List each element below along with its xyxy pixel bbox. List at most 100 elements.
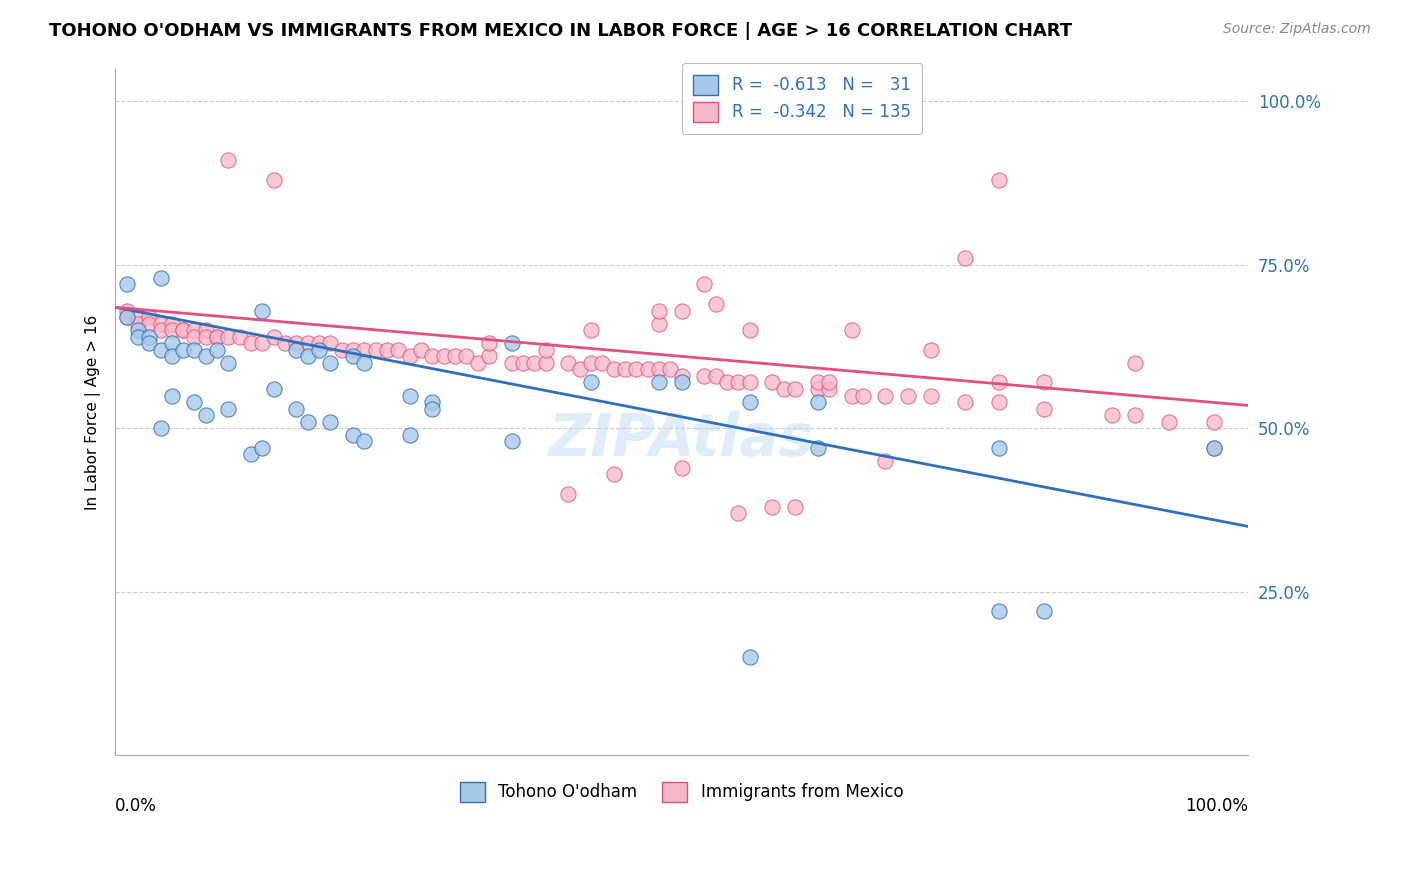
Point [138, 329, 160, 343]
Point [1202, 415, 1225, 429]
Point [433, 349, 456, 363]
Point [716, 376, 738, 390]
Point [1101, 408, 1123, 422]
Point [308, 343, 330, 357]
Point [183, 323, 205, 337]
Point [637, 362, 659, 376]
Point [648, 317, 671, 331]
Point [297, 349, 319, 363]
Point [1157, 415, 1180, 429]
Point [252, 336, 274, 351]
Point [353, 356, 375, 370]
Point [205, 343, 228, 357]
Point [285, 401, 308, 416]
Point [897, 388, 920, 402]
Point [806, 376, 828, 390]
Text: 100.0%: 100.0% [1185, 797, 1249, 814]
Point [920, 388, 942, 402]
Point [806, 395, 828, 409]
Point [342, 427, 364, 442]
Point [115, 310, 138, 324]
Point [852, 388, 875, 402]
Point [115, 303, 138, 318]
Point [738, 650, 761, 665]
Point [172, 343, 194, 357]
Point [512, 356, 534, 370]
Point [841, 388, 863, 402]
Point [987, 441, 1010, 455]
Point [422, 349, 444, 363]
Point [456, 349, 478, 363]
Point [467, 356, 489, 370]
Y-axis label: In Labor Force | Age > 16: In Labor Force | Age > 16 [86, 314, 101, 509]
Point [398, 349, 420, 363]
Point [342, 343, 364, 357]
Point [818, 382, 841, 396]
Legend: Tohono O'odham, Immigrants from Mexico: Tohono O'odham, Immigrants from Mexico [453, 775, 910, 809]
Point [987, 172, 1010, 186]
Point [285, 343, 308, 357]
Point [387, 343, 409, 357]
Point [579, 356, 602, 370]
Point [501, 434, 523, 449]
Point [127, 323, 149, 337]
Point [229, 329, 252, 343]
Point [398, 388, 420, 402]
Point [115, 277, 138, 292]
Point [671, 303, 693, 318]
Point [671, 368, 693, 383]
Point [534, 343, 557, 357]
Point [149, 323, 172, 337]
Point [194, 408, 217, 422]
Point [727, 376, 749, 390]
Point [523, 356, 546, 370]
Point [422, 395, 444, 409]
Point [217, 153, 239, 167]
Point [772, 382, 794, 396]
Point [205, 329, 228, 343]
Point [761, 376, 783, 390]
Point [149, 270, 172, 285]
Point [217, 401, 239, 416]
Point [557, 486, 579, 500]
Point [319, 415, 342, 429]
Point [297, 336, 319, 351]
Point [353, 343, 375, 357]
Point [478, 349, 501, 363]
Point [738, 323, 761, 337]
Point [478, 336, 501, 351]
Point [648, 376, 671, 390]
Point [648, 362, 671, 376]
Point [217, 329, 239, 343]
Point [806, 382, 828, 396]
Point [194, 329, 217, 343]
Point [398, 427, 420, 442]
Point [127, 329, 149, 343]
Point [353, 434, 375, 449]
Point [444, 349, 467, 363]
Point [149, 421, 172, 435]
Point [875, 388, 897, 402]
Point [183, 343, 205, 357]
Point [987, 604, 1010, 618]
Point [1202, 441, 1225, 455]
Point [920, 343, 942, 357]
Point [160, 349, 183, 363]
Point [263, 172, 285, 186]
Point [953, 395, 976, 409]
Point [194, 349, 217, 363]
Point [342, 349, 364, 363]
Point [240, 447, 263, 461]
Point [557, 356, 579, 370]
Point [160, 388, 183, 402]
Point [602, 467, 624, 481]
Point [138, 336, 160, 351]
Point [987, 395, 1010, 409]
Point [127, 310, 149, 324]
Point [579, 376, 602, 390]
Point [693, 368, 716, 383]
Point [648, 303, 671, 318]
Point [783, 382, 806, 396]
Point [1033, 604, 1056, 618]
Point [149, 343, 172, 357]
